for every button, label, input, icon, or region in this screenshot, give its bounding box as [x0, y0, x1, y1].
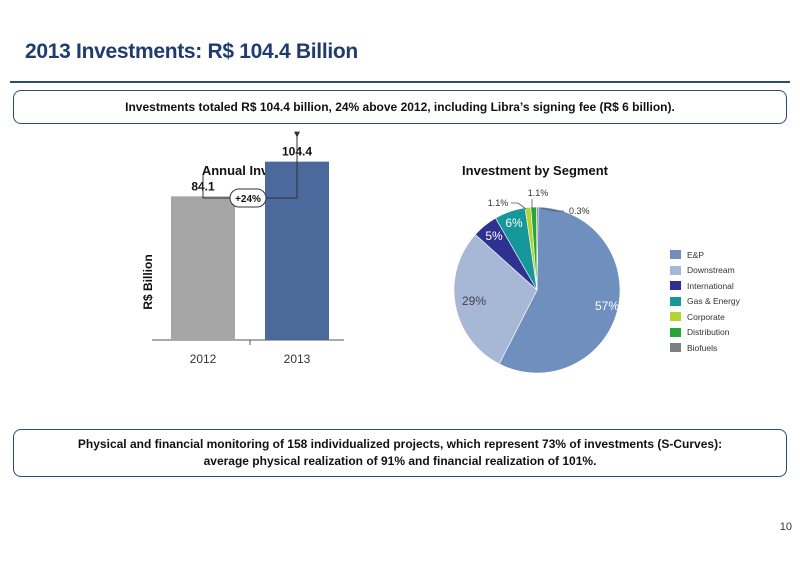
legend-item: Gas & Energy	[670, 294, 740, 310]
legend-swatch	[670, 265, 681, 275]
legend-swatch	[670, 327, 681, 337]
pie-legend: E&P Downstream International Gas & Energy Co…	[670, 247, 740, 356]
page-number: 10	[779, 521, 792, 533]
pie-slice-downstream	[453, 234, 538, 365]
growth-arrowhead	[294, 131, 300, 138]
legend-item: Biofuels	[670, 340, 740, 356]
summary-text: Investments totaled R$ 104.4 billion, 24…	[125, 99, 675, 114]
bar-2012	[171, 196, 235, 340]
leader-line	[511, 202, 527, 210]
legend-label: Downstream	[687, 265, 735, 276]
pie-slice-label: 6%	[505, 216, 523, 230]
x-tick-label: 2012	[190, 352, 217, 366]
legend-swatch	[670, 343, 681, 353]
pie-slice-label: 57%	[595, 299, 619, 313]
legend-item: Downstream	[670, 263, 740, 279]
pie-chart-title: Investment by Segment	[462, 163, 608, 178]
footer-line-2: average physical realization of 91% and …	[203, 454, 597, 468]
pie-slice-e-p	[498, 206, 621, 374]
legend-swatch	[670, 281, 681, 291]
legend-label: E&P	[687, 249, 705, 260]
legend-item: Distribution	[670, 325, 740, 341]
footer-line-1: Physical and financial monitoring of 158…	[77, 437, 723, 451]
pie-slice-label: 29%	[462, 294, 486, 308]
title-divider	[10, 81, 790, 83]
legend-swatch	[670, 250, 681, 260]
legend-label: Gas & Energy	[687, 296, 740, 307]
legend-swatch	[670, 296, 681, 306]
page-title: 2013 Investments: R$ 104.4 Billion	[25, 40, 358, 63]
pie-slice-label: 1.1%	[528, 188, 549, 198]
pie-slice-biofuels	[536, 206, 539, 291]
pie-slice-label: 0.3%	[569, 206, 590, 216]
legend-label: Distribution	[687, 327, 730, 338]
pie-slice-label: 5%	[485, 229, 503, 243]
legend-label: Biofuels	[687, 342, 718, 353]
legend-label: International	[687, 280, 734, 291]
growth-badge-text: +24%	[235, 194, 261, 205]
y-axis-label: R$ Billion	[141, 254, 155, 309]
pie-slice-label: 1.1%	[488, 198, 509, 208]
growth-badge	[229, 188, 267, 208]
footer-box: Physical and financial monitoring of 158…	[13, 429, 787, 477]
legend-item: International	[670, 278, 740, 294]
leader-line	[540, 207, 564, 212]
legend-swatch	[670, 312, 681, 322]
legend-item: E&P	[670, 247, 740, 263]
x-tick-label: 2013	[284, 352, 311, 366]
legend-item: Corporate	[670, 309, 740, 325]
legend-label: Corporate	[687, 311, 725, 322]
summary-box: Investments totaled R$ 104.4 billion, 24…	[13, 90, 787, 124]
